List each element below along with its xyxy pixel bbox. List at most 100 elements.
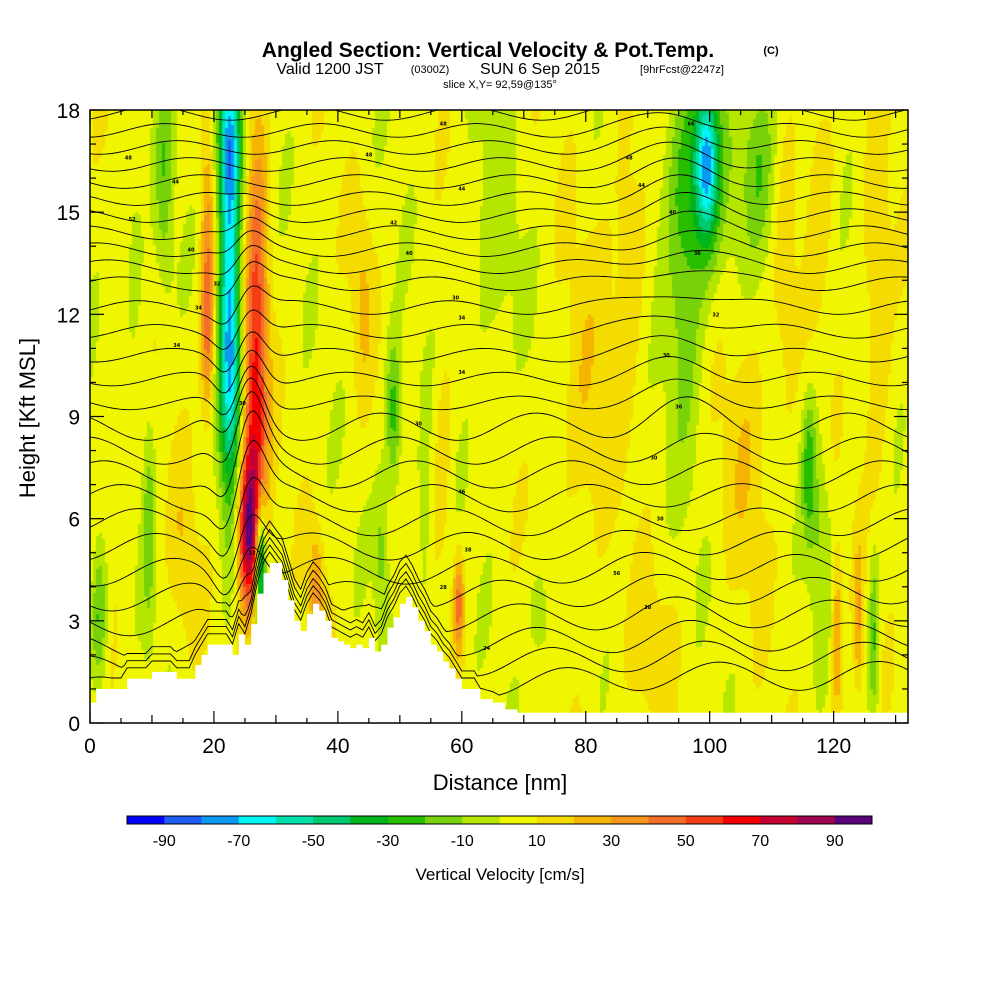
colorbar-swatch-6 — [350, 816, 389, 824]
colorbar-swatch-15 — [685, 816, 724, 824]
contour-label-7: 30 — [239, 401, 246, 407]
x-tick-label-20: 20 — [202, 735, 225, 758]
contour-label-27: 32 — [712, 312, 719, 318]
colorbar-swatch-12 — [574, 816, 612, 824]
isentrope-line-22 — [90, 174, 908, 206]
colorbar-swatch-16 — [723, 816, 761, 824]
potential-temperature-contours — [90, 110, 908, 696]
colorbar-swatch-13 — [611, 816, 649, 824]
contour-label-18: 46 — [458, 489, 465, 495]
y-tick-label-9: 9 — [68, 407, 80, 430]
isentrope-line-23 — [90, 157, 908, 189]
contour-label-32: 56 — [613, 571, 620, 577]
contour-label-12: 42 — [390, 220, 397, 226]
isentrope-line-19 — [90, 229, 908, 257]
terrain-mask — [90, 562, 908, 723]
isentrope-line-27 — [90, 110, 908, 121]
contour-label-22: 66 — [688, 122, 695, 128]
colorbar-swatch-17 — [760, 816, 798, 824]
isentrope-line-3 — [90, 528, 908, 637]
isentrope-line-10 — [90, 390, 908, 465]
contour-label-11: 44 — [458, 186, 465, 192]
isentrope-line-4 — [90, 520, 908, 612]
colorbar-swatch-5 — [313, 816, 351, 824]
colorbar-swatch-18 — [797, 816, 836, 824]
contour-label-16: 34 — [458, 370, 465, 376]
isentrope-line-5 — [90, 546, 908, 596]
colorbar-label-50: 50 — [677, 833, 695, 850]
isentrope-line-16 — [90, 285, 908, 325]
colorbar-swatch-3 — [238, 816, 277, 824]
colorbar-swatch-9 — [462, 816, 500, 824]
isentrope-line-24 — [90, 141, 908, 172]
valid-zulu-label: (0300Z) — [411, 64, 450, 76]
contour-label-21: 24 — [483, 646, 490, 652]
y-axis-label: Height [Kft MSL] — [15, 338, 40, 498]
contour-label-5: 34 — [195, 306, 202, 312]
colorbar-label-90: 90 — [826, 833, 844, 850]
contour-label-3: 40 — [188, 248, 195, 254]
colorbar-swatch-10 — [499, 816, 538, 824]
colorbar: -90 -70 -50 -30 -10 10 30 50 70 90 — [126, 815, 873, 850]
x-axis-label: Distance [nm] — [433, 770, 568, 795]
colorbar-swatch-1 — [164, 816, 202, 824]
contour-label-23: 48 — [626, 156, 633, 162]
valid-date-label: SUN 6 Sep 2015 — [480, 61, 600, 78]
contour-label-24: 44 — [638, 183, 645, 189]
contour-label-33: 38 — [644, 605, 651, 611]
colorbar-swatch-11 — [536, 816, 575, 824]
colorbar-label--10: -10 — [451, 833, 474, 850]
colorbar-swatch-0 — [127, 816, 165, 824]
x-tick-label-100: 100 — [692, 735, 727, 758]
isentrope-line-6 — [90, 514, 908, 579]
isentrope-line-14 — [90, 331, 908, 373]
contour-label-8: 12 — [249, 551, 256, 557]
isentrope-line-9 — [90, 410, 908, 498]
contour-label-28: 30 — [663, 353, 670, 359]
x-tick-label-120: 120 — [816, 735, 851, 758]
colorbar-swatch-14 — [648, 816, 687, 824]
contour-label-4: 32 — [214, 282, 221, 288]
contour-label-0: 48 — [125, 156, 132, 162]
contour-label-13: 40 — [406, 251, 413, 257]
isentrope-line-18 — [90, 244, 908, 276]
colorbar-swatch-4 — [276, 816, 314, 824]
colorbar-swatch-8 — [425, 816, 463, 824]
contour-label-14: 30 — [452, 295, 459, 301]
chart-title: Angled Section: Vertical Velocity & Pot.… — [262, 39, 714, 62]
isentrope-line-2 — [90, 536, 908, 657]
colorbar-label--70: -70 — [227, 833, 250, 850]
contour-label-31: 30 — [657, 517, 664, 523]
contour-label-20: 28 — [440, 585, 447, 591]
slice-label: slice X,Y= 92,59@135° — [443, 79, 557, 91]
y-tick-label-6: 6 — [68, 509, 80, 532]
isentrope-line-1 — [90, 544, 908, 677]
contour-label-2: 52 — [129, 217, 136, 223]
y-tick-label-15: 15 — [57, 202, 80, 225]
colorbar-label--30: -30 — [376, 833, 399, 850]
vertical-velocity-field — [90, 110, 908, 723]
isentrope-line-12 — [90, 365, 908, 416]
isentrope-line-7 — [90, 476, 908, 557]
isentrope-line-13 — [90, 349, 908, 394]
x-axis: 0 20 40 60 80 100 120 — [84, 110, 897, 758]
colorbar-swatch-19 — [834, 816, 873, 824]
isentrope-line-21 — [90, 192, 908, 223]
colorbar-title: Vertical Velocity [cm/s] — [415, 865, 584, 884]
x-tick-label-80: 80 — [574, 735, 597, 758]
contour-labels: 48 44 52 40 32 34 34 30 12 48 48 44 42 40 30 34 34 30 46 38… — [125, 122, 720, 652]
isentrope-line-26 — [90, 112, 908, 138]
chart-title-unit: (C) — [763, 45, 779, 57]
isentrope-line-8 — [90, 439, 908, 530]
contour-label-30: 30 — [650, 455, 657, 461]
colorbar-swatch-7 — [387, 816, 426, 824]
colorbar-label-30: 30 — [602, 833, 620, 850]
x-tick-label-40: 40 — [326, 735, 349, 758]
contour-label-19: 38 — [465, 547, 472, 553]
contour-label-29: 36 — [675, 404, 682, 410]
y-tick-label-12: 12 — [57, 304, 80, 327]
contour-label-15: 34 — [458, 316, 465, 322]
isentrope-line-15 — [90, 309, 908, 350]
y-tick-label-0: 0 — [68, 713, 80, 736]
